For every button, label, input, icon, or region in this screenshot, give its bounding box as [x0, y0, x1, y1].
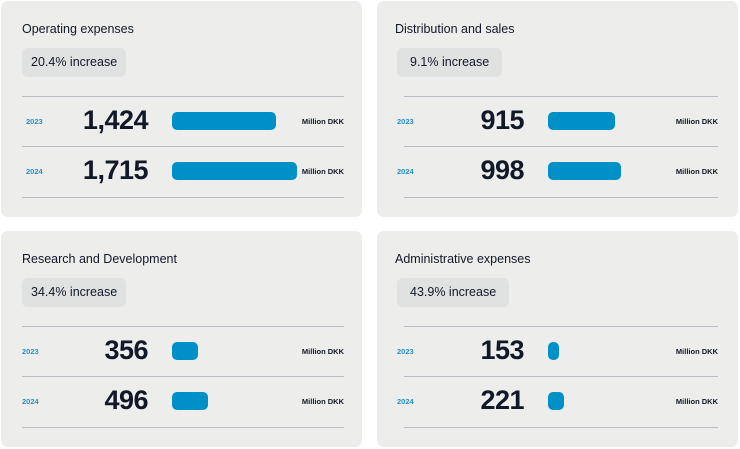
unit-label: Million DKK	[301, 117, 344, 126]
value-label: 998	[480, 155, 524, 185]
divider	[404, 96, 718, 97]
unit-label: Million DKK	[301, 397, 344, 406]
divider	[22, 427, 344, 428]
value-label: 1,424	[82, 105, 149, 135]
unit-label: Million DKK	[675, 347, 718, 356]
bar-2024	[548, 392, 564, 410]
data-row-2024: 2024 221 Million DKK	[377, 377, 738, 427]
data-row-2023: 2023 915 Million DKK	[377, 97, 738, 147]
divider	[404, 427, 718, 428]
divider	[22, 326, 344, 327]
year-label: 2024	[26, 167, 43, 176]
unit-label: Million DKK	[301, 167, 344, 176]
year-label: 2024	[22, 397, 39, 406]
year-label: 2023	[26, 117, 43, 126]
unit-label: Million DKK	[675, 117, 718, 126]
change-badge: 43.9% increase	[397, 278, 510, 307]
bar-2023	[548, 342, 559, 360]
change-badge: 20.4% increase	[22, 48, 127, 77]
divider	[404, 376, 718, 377]
year-label: 2024	[397, 167, 414, 176]
data-row-2023: 2023 356 Million DKK	[1, 327, 362, 377]
value-label: 1,715	[82, 155, 149, 185]
bar-2024	[172, 392, 208, 410]
card-title: Research and Development	[22, 252, 177, 266]
divider	[22, 146, 344, 147]
unit-label: Million DKK	[301, 347, 344, 356]
divider	[22, 197, 344, 198]
data-row-2024: 2024 1,715 Million DKK	[1, 147, 362, 197]
data-row-2023: 2023 1,424 Million DKK	[1, 97, 362, 147]
data-row-2024: 2024 998 Million DKK	[377, 147, 738, 197]
card-title: Operating expenses	[22, 22, 134, 36]
bar-2023	[172, 342, 198, 360]
value-label: 915	[480, 105, 524, 135]
unit-label: Million DKK	[675, 167, 718, 176]
value-label: 496	[104, 385, 148, 415]
divider	[404, 146, 718, 147]
bar-2024	[548, 162, 621, 180]
bar-2023	[548, 112, 615, 130]
data-row-2023: 2023 153 Million DKK	[377, 327, 738, 377]
divider	[22, 376, 344, 377]
year-label: 2024	[397, 397, 414, 406]
divider	[404, 326, 718, 327]
card-distribution-and-sales: Distribution and sales 9.1% increase 202…	[377, 1, 738, 217]
value-label: 221	[480, 385, 524, 415]
unit-label: Million DKK	[675, 397, 718, 406]
value-label: 356	[104, 335, 148, 365]
card-research-and-development: Research and Development 34.4% increase …	[1, 231, 362, 447]
change-badge: 34.4% increase	[22, 278, 127, 307]
year-label: 2023	[397, 347, 414, 356]
card-operating-expenses: Operating expenses 20.4% increase 2023 1…	[1, 1, 362, 217]
bar-2023	[172, 112, 276, 130]
bar-2024	[172, 162, 297, 180]
value-label: 153	[480, 335, 524, 365]
card-title: Administrative expenses	[395, 252, 531, 266]
year-label: 2023	[22, 347, 39, 356]
year-label: 2023	[397, 117, 414, 126]
divider	[22, 96, 344, 97]
divider	[404, 197, 718, 198]
change-badge: 9.1% increase	[397, 48, 503, 77]
card-title: Distribution and sales	[395, 22, 515, 36]
card-administrative-expenses: Administrative expenses 43.9% increase 2…	[377, 231, 738, 447]
data-row-2024: 2024 496 Million DKK	[1, 377, 362, 427]
